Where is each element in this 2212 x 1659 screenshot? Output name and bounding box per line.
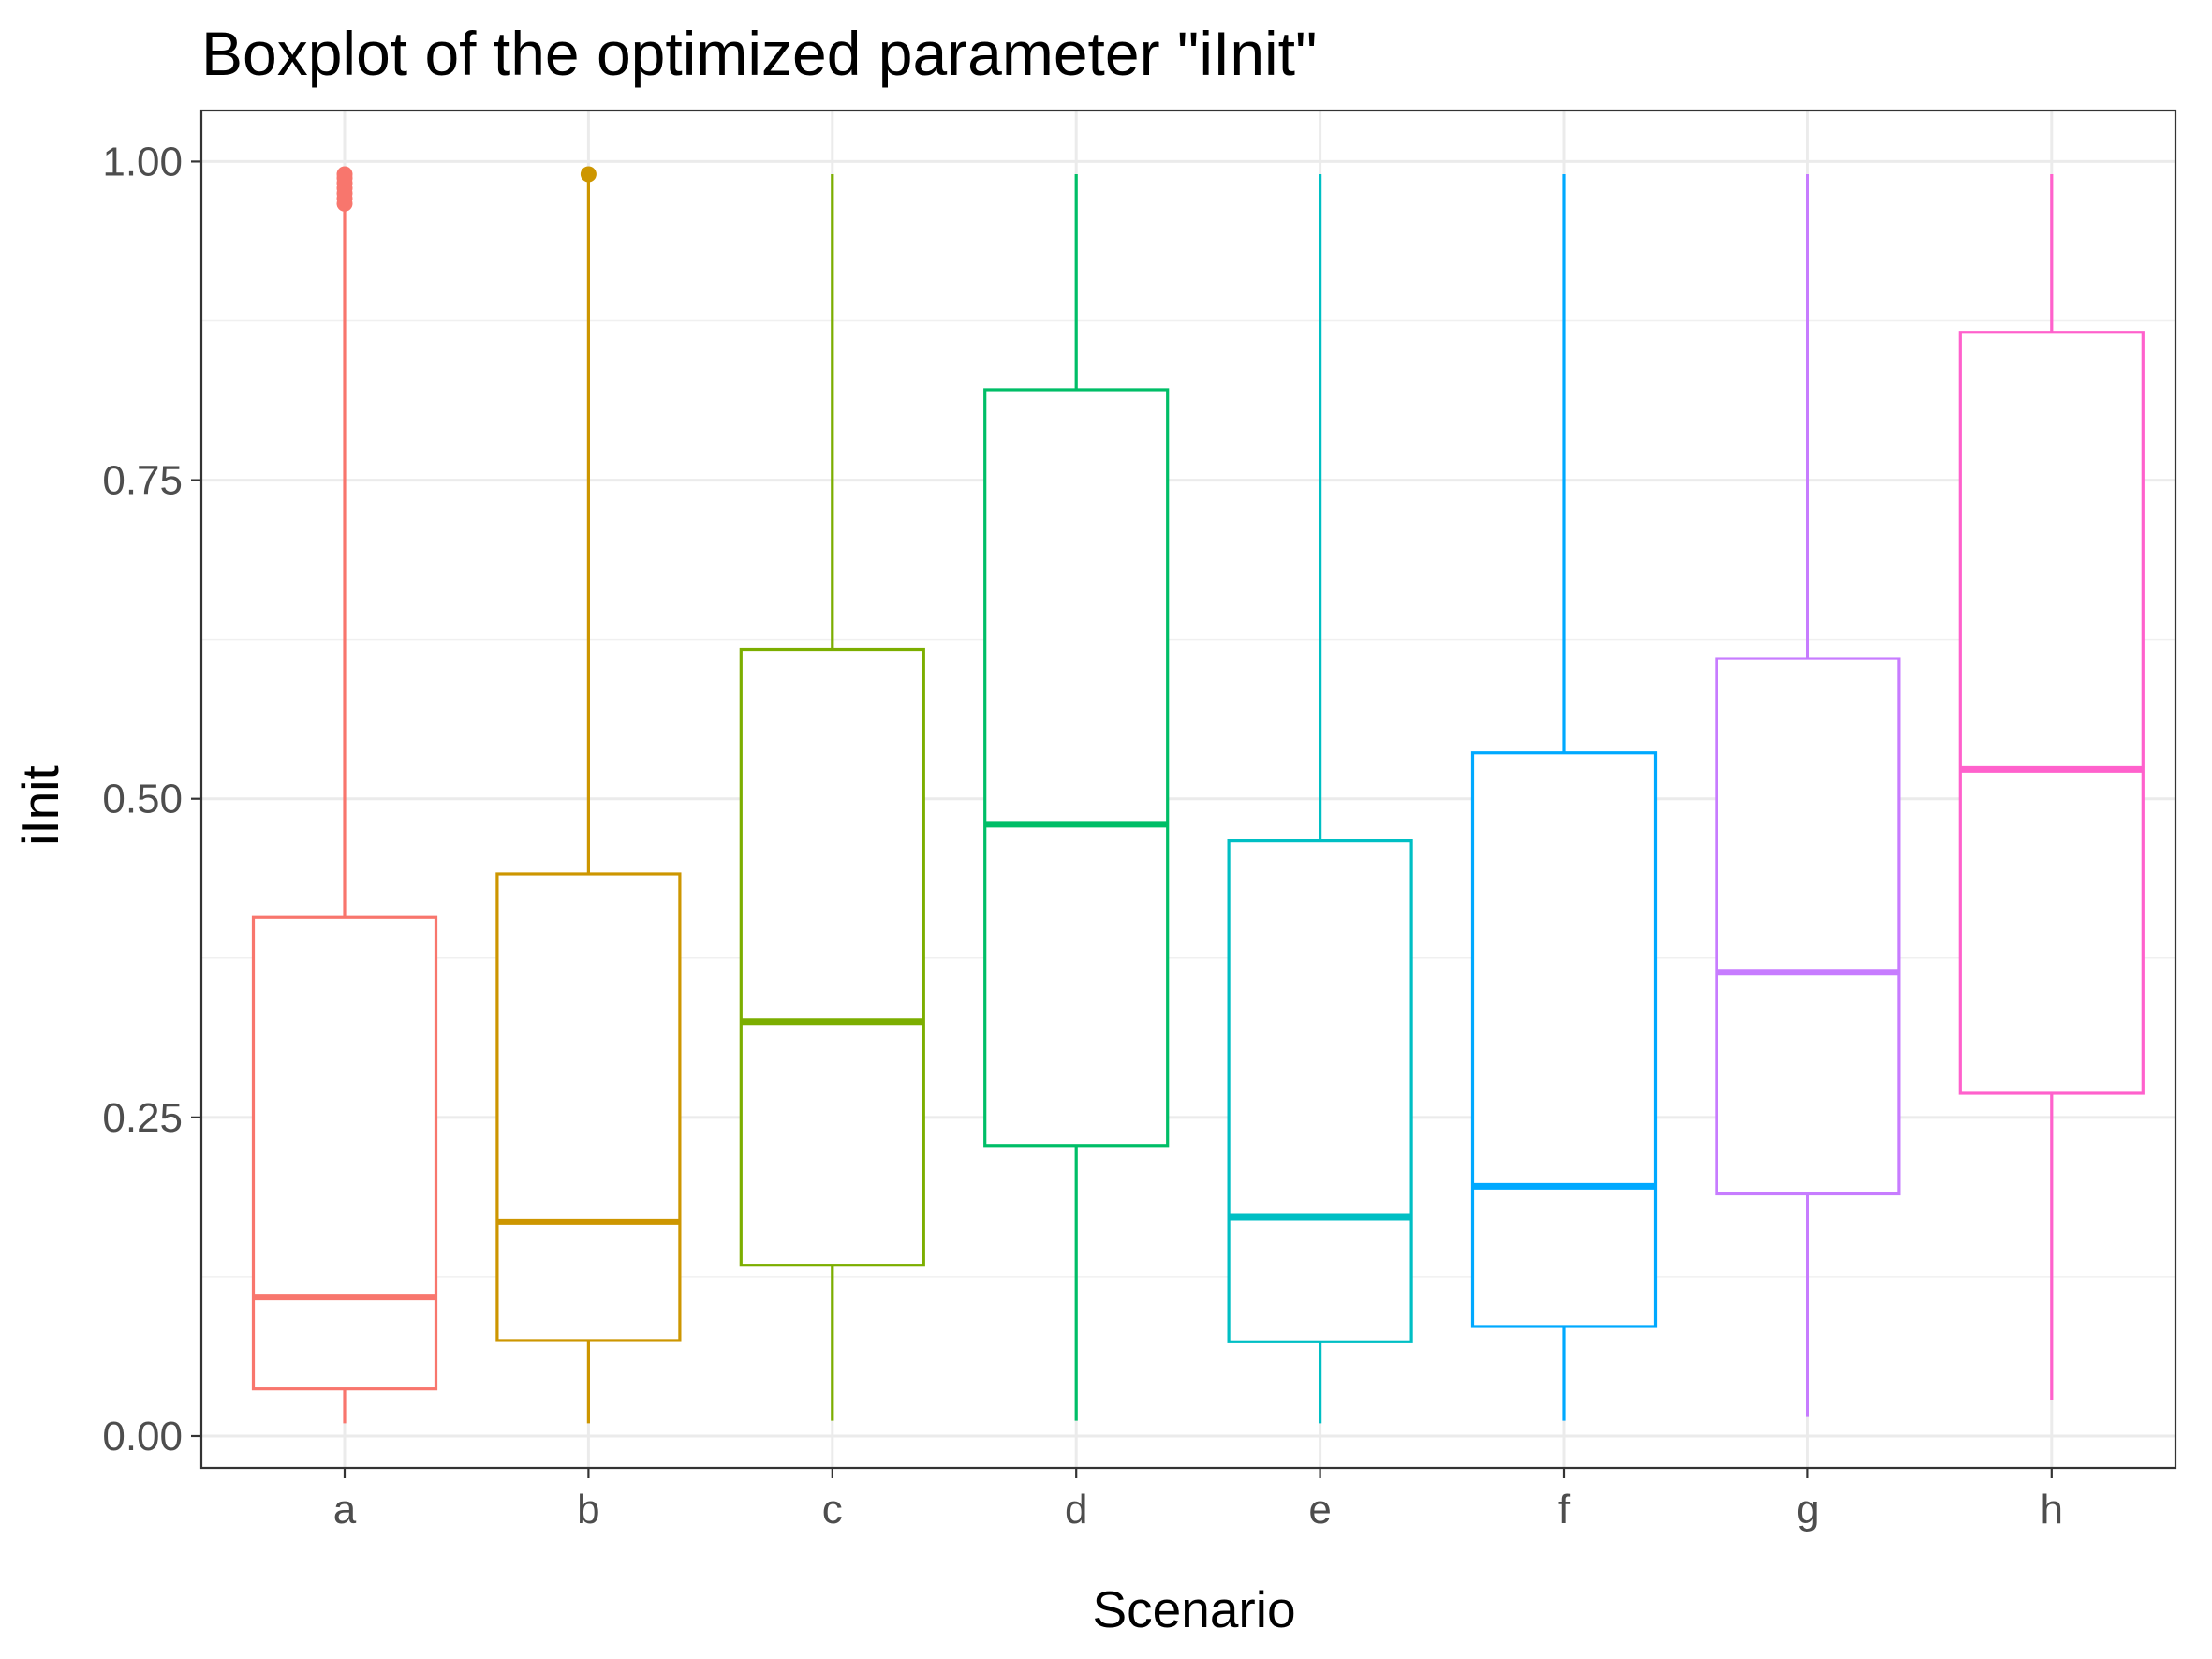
box-e <box>1227 174 1413 1424</box>
x-tick-label: g <box>1796 1487 1819 1533</box>
x-tick-label: b <box>577 1487 599 1533</box>
axis-layer: 0.00 0.25 0.50 0.75 1.00 a b c d e f g h <box>102 139 2063 1533</box>
box-layer <box>251 166 2145 1424</box>
chart-title: Boxplot of the optimized parameter "iIni… <box>201 19 1317 88</box>
iqr-box <box>983 388 1170 1148</box>
outlier-point <box>336 166 353 183</box>
iqr-box <box>1227 839 1413 1343</box>
box-d <box>983 174 1170 1421</box>
x-tick-label: c <box>822 1487 843 1533</box>
outlier-point <box>580 166 597 183</box>
iqr-box <box>1470 751 1658 1328</box>
y-tick-label: 0.75 <box>102 458 183 504</box>
x-tick-label: a <box>333 1487 357 1533</box>
y-tick-label: 0.50 <box>102 777 183 822</box>
x-tick-label: h <box>2041 1487 2063 1533</box>
iqr-box <box>495 872 682 1342</box>
x-tick-label: e <box>1308 1487 1331 1533</box>
panel-border <box>199 109 2177 1470</box>
iqr-box <box>1715 657 1901 1196</box>
x-tick-label: f <box>1558 1487 1571 1533</box>
box-f <box>1470 174 1658 1421</box>
iqr-box <box>1958 331 2145 1095</box>
box-h <box>1958 174 2145 1400</box>
y-tick-label: 1.00 <box>102 139 183 185</box>
y-tick-label: 0.25 <box>102 1095 183 1141</box>
box-c <box>739 174 925 1421</box>
box-a <box>251 166 438 1424</box>
x-tick-label: d <box>1065 1487 1087 1533</box>
y-axis-title: iInit <box>11 765 69 846</box>
iqr-box <box>739 647 925 1267</box>
y-tick-label: 0.00 <box>102 1414 183 1459</box>
iqr-box <box>251 915 438 1391</box>
box-b <box>495 166 682 1424</box>
x-axis-title: Scenario <box>1092 1580 1295 1638</box>
box-g <box>1715 174 1901 1417</box>
